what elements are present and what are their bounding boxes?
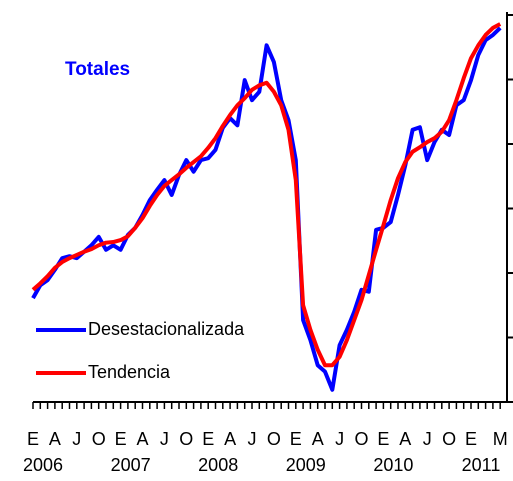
x-tick-label: J <box>248 429 257 449</box>
x-tick-label: J <box>160 429 169 449</box>
x-tick-label: A <box>399 429 411 449</box>
x-tick-label: A <box>136 429 148 449</box>
series-line <box>31 26 502 392</box>
x-tick-label: O <box>442 429 456 449</box>
x-tick-label: E <box>377 429 389 449</box>
x-tick-label: E <box>202 429 214 449</box>
year-label: 2011 <box>462 455 501 475</box>
year-label: 2009 <box>286 455 326 475</box>
x-tick-label: O <box>267 429 281 449</box>
x-tick-label: O <box>179 429 193 449</box>
x-tick-label: E <box>290 429 302 449</box>
x-tick-label: M <box>493 429 508 449</box>
year-label: 2008 <box>198 455 238 475</box>
x-tick-label: A <box>49 429 61 449</box>
year-label: 2007 <box>111 455 151 475</box>
year-label: 2010 <box>373 455 413 475</box>
x-tick-label: J <box>72 429 81 449</box>
x-tick-label: J <box>335 429 344 449</box>
year-label: 2006 <box>23 455 63 475</box>
x-tick-label: E <box>115 429 127 449</box>
chart-title: Totales <box>65 59 130 80</box>
x-tick-label: E <box>465 429 477 449</box>
x-tick-label: A <box>224 429 236 449</box>
legend-label: Tendencia <box>88 362 171 382</box>
x-tick-label: A <box>312 429 324 449</box>
x-tick-label: J <box>423 429 432 449</box>
x-tick-label: O <box>92 429 106 449</box>
x-tick-label: O <box>354 429 368 449</box>
x-tick-label: E <box>27 429 39 449</box>
legend-label: Desestacionalizada <box>88 319 245 339</box>
series-line <box>31 22 502 368</box>
